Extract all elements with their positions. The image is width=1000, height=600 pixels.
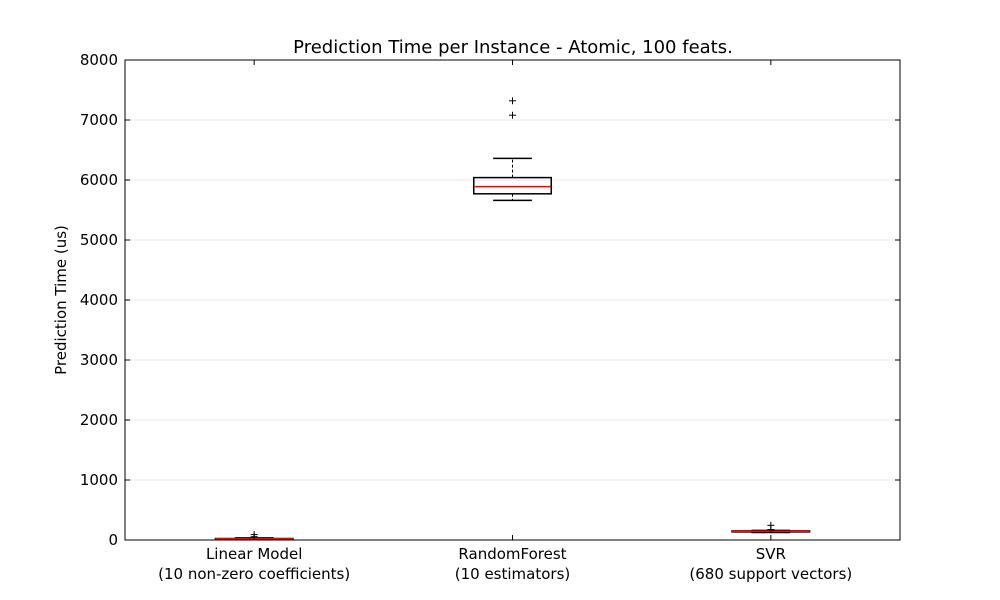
box-plot bbox=[473, 97, 552, 202]
y-tick-label: 7000 bbox=[80, 111, 118, 129]
x-tick-label: (680 support vectors) bbox=[689, 565, 852, 583]
y-tick-label: 4000 bbox=[80, 291, 118, 309]
y-axis-ticks: 0 1000 2000 3000 4000 5000 6000 7000 8000 bbox=[80, 51, 900, 549]
grid-lines bbox=[125, 119, 900, 481]
y-tick-label: 8000 bbox=[80, 51, 118, 69]
outlier-point bbox=[509, 111, 516, 119]
y-tick-label: 5000 bbox=[80, 231, 118, 249]
outlier-point bbox=[509, 97, 516, 105]
x-tick-label: RandomForest bbox=[458, 545, 566, 563]
y-tick-label: 2000 bbox=[80, 411, 118, 429]
y-tick-label: 1000 bbox=[80, 471, 118, 489]
box-plot bbox=[214, 531, 294, 541]
x-axis-ticks: Linear Model (10 non-zero coefficients) Ra… bbox=[158, 60, 852, 583]
plot-frame bbox=[124, 59, 901, 541]
chart-title: Prediction Time per Instance - Atomic, 1… bbox=[293, 37, 733, 58]
outlier-point bbox=[250, 531, 258, 539]
box-body bbox=[473, 176, 552, 195]
x-tick-label: Linear Model bbox=[206, 545, 302, 563]
y-tick-label: 3000 bbox=[80, 351, 118, 369]
box-plot bbox=[731, 521, 811, 534]
x-tick-label: (10 non-zero coefficients) bbox=[158, 565, 350, 583]
box-plots bbox=[214, 97, 811, 541]
y-tick-label: 0 bbox=[108, 531, 118, 549]
y-axis-label: Prediction Time (us) bbox=[52, 225, 70, 375]
y-tick-label: 6000 bbox=[80, 171, 118, 189]
x-tick-label: (10 estimators) bbox=[455, 565, 571, 583]
x-tick-label: SVR bbox=[756, 545, 786, 563]
outlier-point bbox=[767, 521, 775, 529]
